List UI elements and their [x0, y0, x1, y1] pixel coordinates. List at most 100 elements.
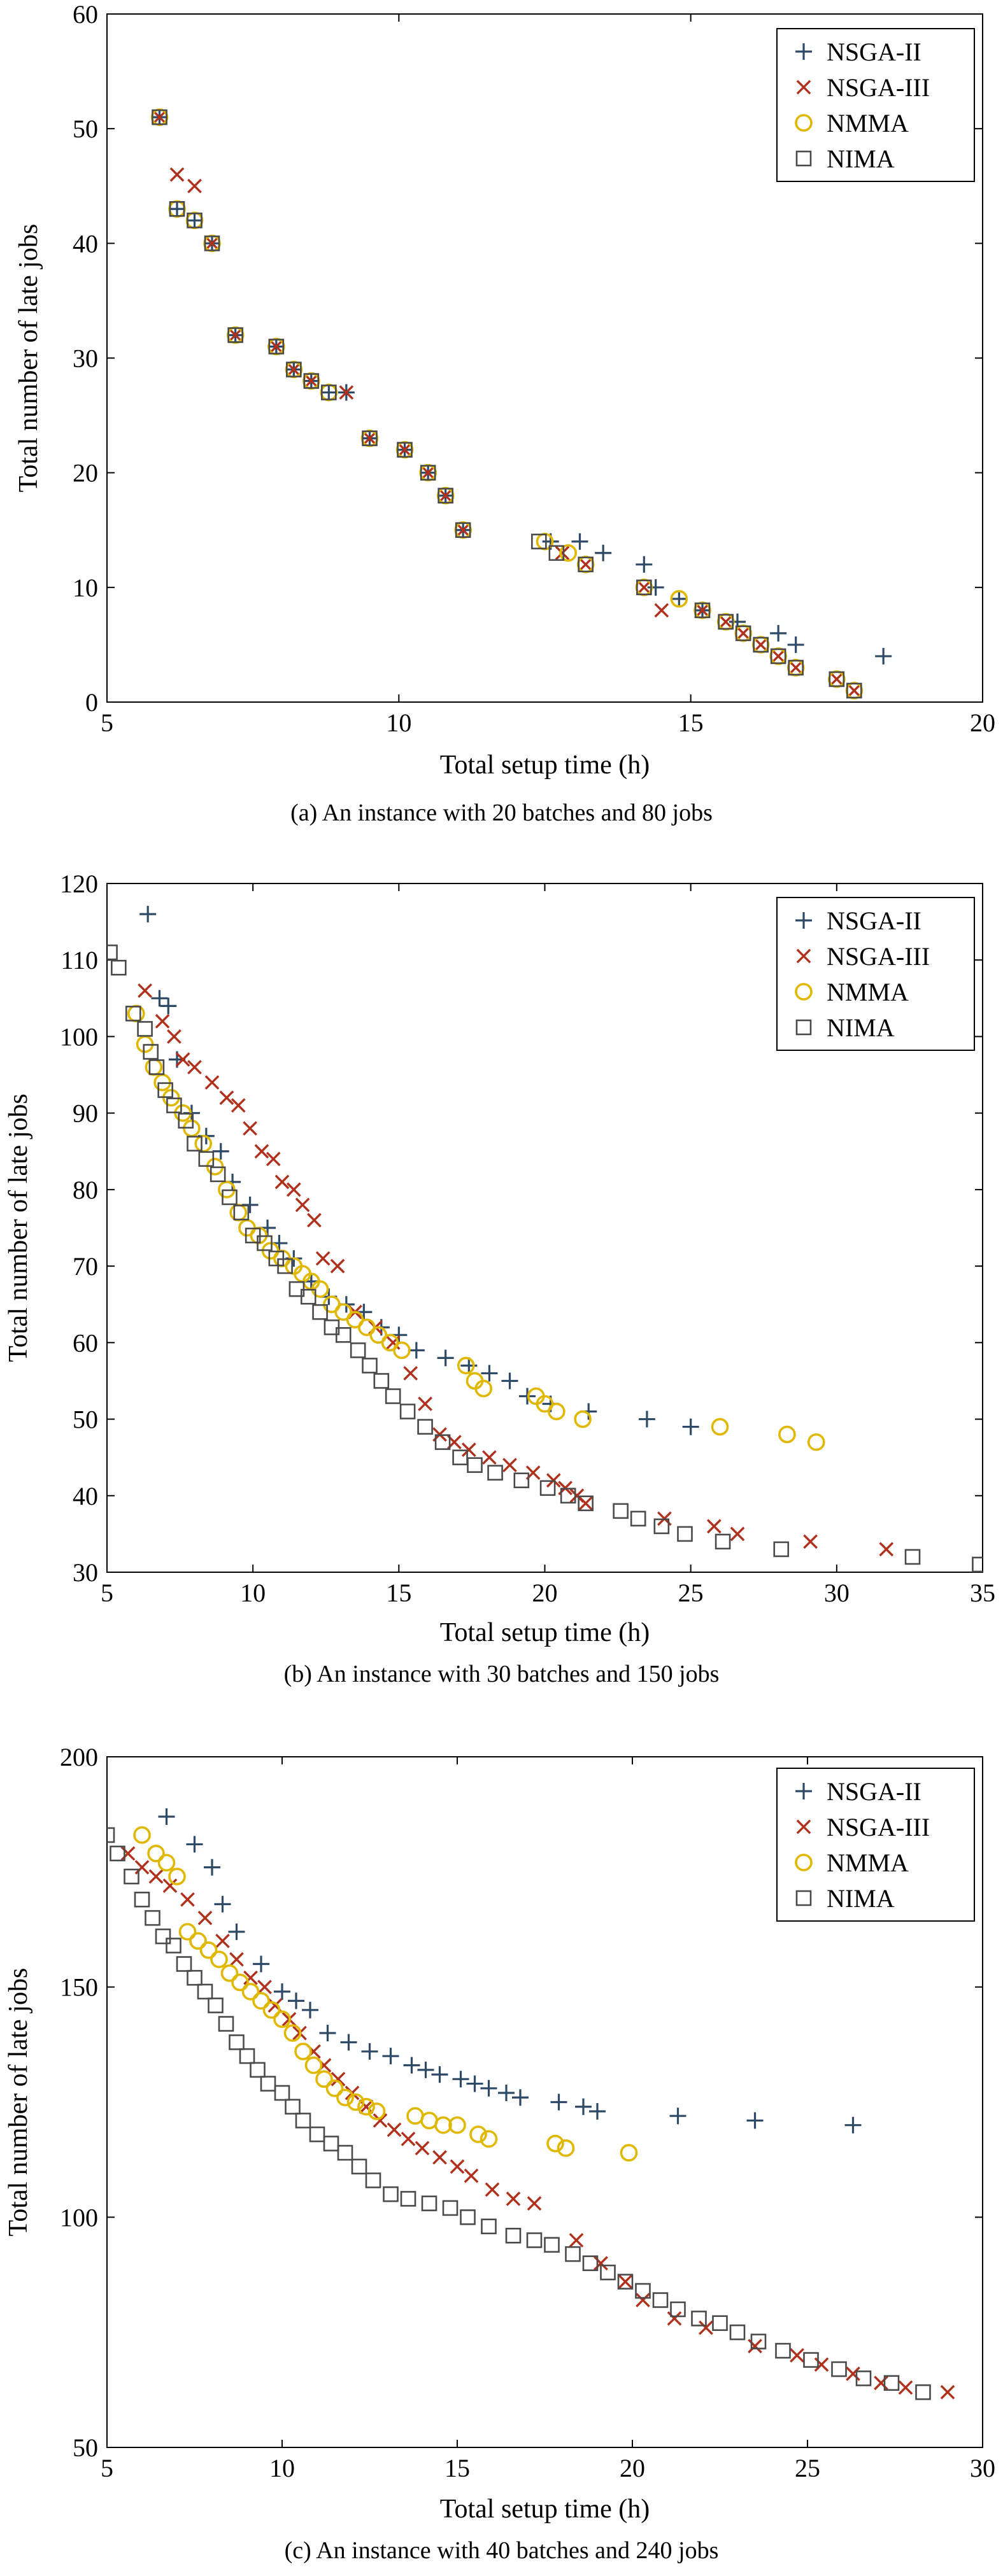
- legend-marker-nsga-ii: [795, 43, 812, 60]
- point-nsga-iii: [169, 167, 185, 182]
- point-nsga-iii: [730, 1526, 745, 1542]
- series-nsga-ii: [158, 1808, 862, 2134]
- point-nima: [107, 944, 118, 961]
- point-nima: [166, 1938, 181, 1953]
- point-nsga-ii: [550, 2094, 567, 2111]
- point-nima: [855, 2370, 872, 2386]
- point-nmma: [448, 2116, 466, 2134]
- point-nima: [831, 2361, 847, 2377]
- point-nsga-iii: [578, 557, 594, 572]
- point-nsga-iii: [266, 1151, 281, 1167]
- point-nsga-ii: [501, 1372, 518, 1390]
- point-nsga-iii: [257, 1980, 272, 1995]
- point-nima: [997, 2395, 1003, 2409]
- point-nmma: [210, 1950, 228, 1969]
- point-nima: [544, 2237, 560, 2253]
- point-nima: [351, 2158, 367, 2175]
- legend-label-nsga-ii: NSGA-II: [827, 906, 921, 935]
- legend-label-nsga-iii: NSGA-III: [827, 1813, 930, 1841]
- x-tick-label: 15: [386, 1579, 411, 1607]
- x-tick-label: 25: [678, 1579, 704, 1607]
- point-nima: [323, 2136, 339, 2151]
- point-nima: [285, 2099, 301, 2115]
- point-nmma: [620, 2144, 638, 2162]
- point-nsga-iii: [331, 2071, 346, 2087]
- point-nima: [636, 579, 652, 596]
- point-nima: [198, 1151, 215, 1167]
- x-tick-label: 20: [532, 1579, 558, 1607]
- point-nmma: [273, 2010, 291, 2029]
- point-nima: [487, 1465, 503, 1481]
- panel-b: 5 10 15 20 25 30 35 30 40 50 60 70 80 90 100 110 120 Tota…: [0, 847, 1003, 1700]
- point-nsga-ii: [636, 556, 653, 573]
- point-nima: [383, 2186, 399, 2202]
- data-points: [150, 108, 892, 700]
- point-nmma: [199, 1941, 218, 1959]
- point-nima: [350, 1342, 366, 1358]
- point-nima: [204, 236, 220, 251]
- legend-label-nmma: NMMA: [827, 1848, 909, 1877]
- point-nmma: [325, 2079, 344, 2097]
- point-nsga-iii: [167, 1029, 181, 1044]
- point-nmma: [480, 2130, 498, 2148]
- x-axis-label: Total setup time (h): [440, 750, 650, 780]
- point-nima: [773, 1541, 790, 1558]
- point-nima: [337, 2144, 353, 2161]
- point-nima: [421, 2195, 437, 2211]
- point-nsga-iii: [254, 1144, 269, 1159]
- point-nsga-iii: [790, 2347, 804, 2363]
- legend-label-nsga-iii: NSGA-III: [827, 73, 930, 102]
- point-nsga-iii: [243, 1121, 257, 1136]
- point-nima: [829, 671, 845, 687]
- legend-label-nsga-iii: NSGA-III: [827, 942, 930, 971]
- point-nima: [300, 1288, 317, 1305]
- point-nmma: [474, 1379, 493, 1398]
- legend-marker-nsga-ii: [795, 1783, 812, 1799]
- point-nima: [691, 2311, 707, 2326]
- legend: NSGA-II NSGA-III NMMA NIMA: [776, 28, 975, 182]
- point-nsga-iii: [502, 1458, 517, 1473]
- point-nima: [143, 1044, 159, 1060]
- point-nsga-iii: [771, 649, 786, 664]
- point-nima: [239, 2048, 255, 2064]
- y-tick-label: 110: [60, 946, 98, 975]
- point-nima: [442, 2200, 459, 2216]
- point-nsga-iii: [527, 2196, 542, 2211]
- y-tick-label: 20: [73, 459, 98, 488]
- point-nima: [362, 1358, 378, 1374]
- point-nima: [481, 2218, 497, 2235]
- data-points: [107, 906, 983, 1572]
- point-nmma: [559, 544, 577, 562]
- point-nima: [694, 602, 711, 619]
- point-nima: [178, 1113, 194, 1129]
- point-nsga-ii: [382, 2048, 399, 2065]
- point-nima: [107, 1827, 115, 1843]
- point-nsga-ii: [288, 1992, 304, 2009]
- legend-marker-nsga-iii: [796, 80, 811, 95]
- point-nima: [582, 2255, 599, 2271]
- series-nsga-iii: [138, 983, 894, 1557]
- point-nima: [335, 1327, 352, 1343]
- point-nsga-iii: [373, 2113, 388, 2128]
- point-nima: [125, 1006, 141, 1022]
- point-nmma: [367, 2102, 386, 2120]
- point-nsga-ii: [498, 2085, 515, 2102]
- series-nima: [107, 944, 983, 1572]
- point-nsga-iii: [359, 2099, 374, 2115]
- point-nsga-iii: [636, 2293, 650, 2307]
- series-nsga-iii: [152, 109, 862, 698]
- point-nima: [187, 1136, 203, 1152]
- legend-label-nsga-ii: NSGA-II: [827, 1777, 921, 1806]
- point-nima: [286, 362, 302, 377]
- point-nima: [434, 1434, 451, 1450]
- point-nsga-iii: [403, 1366, 418, 1381]
- point-nima: [362, 430, 378, 446]
- point-nima: [303, 373, 320, 389]
- series-nima: [152, 109, 862, 699]
- legend: NSGA-II NSGA-III NMMA NIMA: [776, 1768, 975, 1922]
- point-nmma: [231, 1973, 249, 1992]
- y-tick-label: 100: [60, 2203, 98, 2232]
- point-nima: [169, 201, 185, 217]
- legend: NSGA-II NSGA-III NMMA NIMA: [776, 897, 975, 1051]
- point-nsga-ii: [647, 579, 664, 596]
